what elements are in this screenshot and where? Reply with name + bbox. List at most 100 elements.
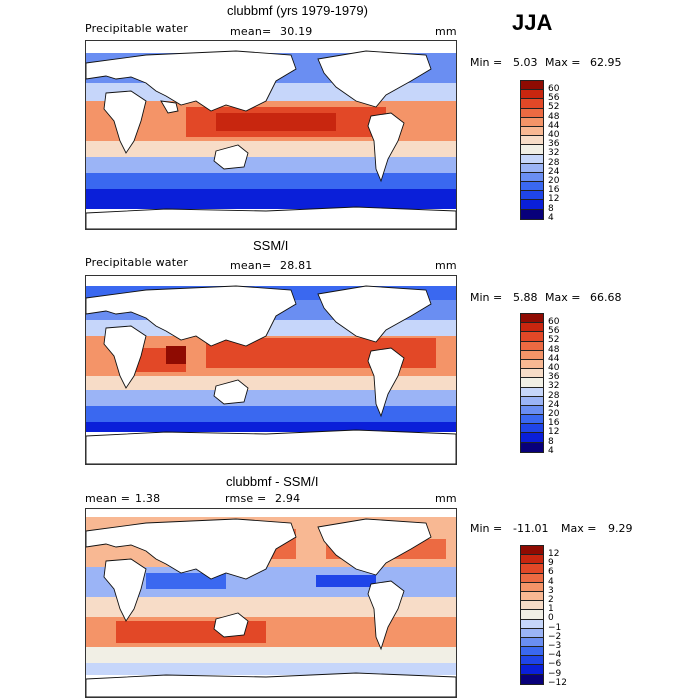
colorbar-tick-label: −2	[548, 631, 562, 642]
colorbar-tick-label: 36	[548, 372, 560, 383]
colorbar-swatch	[521, 591, 543, 602]
panel-1-min-label: Min =	[470, 56, 503, 69]
panel-2-title: SSM/I	[253, 238, 289, 253]
colorbar-swatch	[521, 332, 543, 342]
colorbar-swatch	[521, 424, 543, 434]
colorbar-tick-label: 40	[548, 363, 560, 373]
colorbar-swatch	[521, 433, 543, 443]
panel-3-map-svg	[86, 509, 456, 697]
season-label: JJA	[512, 10, 553, 35]
colorbar-tick-label: 28	[548, 390, 560, 401]
colorbar-tick-label: 4	[548, 576, 554, 587]
colorbar-swatch	[521, 172, 543, 183]
panel-2-colorbar	[520, 313, 544, 453]
colorbar-swatch	[521, 209, 543, 219]
colorbar-tick-label: −3	[548, 641, 562, 651]
colorbar-tick-label: 32	[548, 148, 560, 159]
colorbar-swatch	[521, 647, 543, 657]
panel-2-mean-label: mean=	[230, 259, 272, 272]
colorbar-swatch	[521, 573, 543, 583]
colorbar-swatch	[521, 396, 543, 406]
colorbar-swatch	[521, 628, 543, 638]
panel-3-colorbar	[520, 545, 544, 685]
colorbar-swatch	[521, 546, 543, 556]
colorbar-swatch	[521, 323, 543, 333]
colorbar-tick-label: 3	[548, 585, 554, 596]
colorbar-swatch	[521, 555, 543, 565]
panel-3-rmse-label: rmse =	[225, 492, 267, 505]
colorbar-swatch	[521, 415, 543, 425]
colorbar-tick-label: 9	[548, 558, 554, 569]
colorbar-swatch	[521, 350, 543, 360]
colorbar-swatch	[521, 637, 543, 648]
colorbar-swatch	[521, 610, 543, 620]
colorbar-swatch	[521, 359, 543, 370]
colorbar-swatch	[521, 674, 543, 684]
colorbar-tick-label: 20	[548, 409, 560, 419]
colorbar-tick-label: 48	[548, 111, 560, 122]
colorbar-swatch	[521, 163, 543, 173]
colorbar-tick-label: −9	[548, 668, 562, 679]
colorbar-tick-label: 8	[548, 436, 554, 447]
colorbar-tick-label: 32	[548, 381, 560, 392]
panel-2-map-svg	[86, 276, 456, 464]
colorbar-swatch	[521, 200, 543, 210]
panel-3-map	[85, 508, 457, 698]
panel-1-min-value: 5.03	[513, 56, 538, 69]
colorbar-swatch	[521, 154, 543, 164]
colorbar-swatch	[521, 378, 543, 388]
colorbar-swatch	[521, 145, 543, 155]
colorbar-tick-label: 40	[548, 130, 560, 140]
colorbar-tick-label: −12	[548, 677, 567, 688]
panel-3-max-value: 9.29	[608, 522, 633, 535]
panel-1-map	[85, 40, 457, 230]
colorbar-swatch	[521, 314, 543, 324]
colorbar-swatch	[521, 405, 543, 416]
panel-3-mean-label: mean =	[85, 492, 131, 505]
colorbar-swatch	[521, 656, 543, 666]
panel-2-mean-value: 28.81	[280, 259, 313, 272]
colorbar-swatch	[521, 564, 543, 574]
colorbar-swatch	[521, 90, 543, 100]
panel-1-map-svg	[86, 41, 456, 229]
colorbar-swatch	[521, 601, 543, 611]
colorbar-tick-label: 56	[548, 326, 560, 337]
panel-1-max-label: Max =	[545, 56, 581, 69]
panel-2-max-label: Max =	[545, 291, 581, 304]
colorbar-swatch	[521, 99, 543, 109]
colorbar-swatch	[521, 117, 543, 127]
panel-3-title: clubbmf - SSM/I	[226, 474, 319, 489]
colorbar-tick-label: 52	[548, 335, 560, 346]
colorbar-swatch	[521, 191, 543, 201]
colorbar-tick-label: −1	[548, 622, 562, 633]
colorbar-tick-label: 36	[548, 139, 560, 150]
panel-1-colorbar	[520, 80, 544, 220]
panel-1-variable-label: Precipitable water	[85, 22, 188, 35]
colorbar-swatch	[521, 81, 543, 91]
colorbar-swatch	[521, 136, 543, 146]
panel-2-map	[85, 275, 457, 465]
panel-1-title: clubbmf (yrs 1979-1979)	[227, 3, 368, 18]
panel-2-max-value: 66.68	[590, 291, 622, 304]
panel-2-min-label: Min =	[470, 291, 503, 304]
colorbar-tick-label: 12	[548, 427, 560, 438]
colorbar-swatch	[521, 442, 543, 452]
colorbar-tick-label: 2	[548, 595, 554, 605]
colorbar-tick-label: 20	[548, 176, 560, 186]
colorbar-tick-label: 52	[548, 102, 560, 113]
colorbar-swatch	[521, 369, 543, 379]
panel-3-max-label: Max =	[561, 522, 597, 535]
colorbar-tick-label: 0	[548, 613, 554, 624]
colorbar-tick-label: 16	[548, 418, 560, 429]
panel-3-min-value: -11.01	[513, 522, 549, 535]
panel-2-variable-label: Precipitable water	[85, 256, 188, 269]
colorbar-tick-label: 8	[548, 203, 554, 214]
colorbar-tick-label: 60	[548, 84, 560, 94]
colorbar-tick-label: 16	[548, 185, 560, 196]
colorbar-tick-label: 12	[548, 194, 560, 205]
colorbar-tick-label: 24	[548, 166, 560, 177]
colorbar-tick-label: 6	[548, 567, 554, 578]
colorbar-tick-label: 1	[548, 604, 554, 615]
colorbar-tick-label: −4	[548, 650, 562, 661]
panel-3-mean-value: 1.38	[135, 492, 161, 505]
